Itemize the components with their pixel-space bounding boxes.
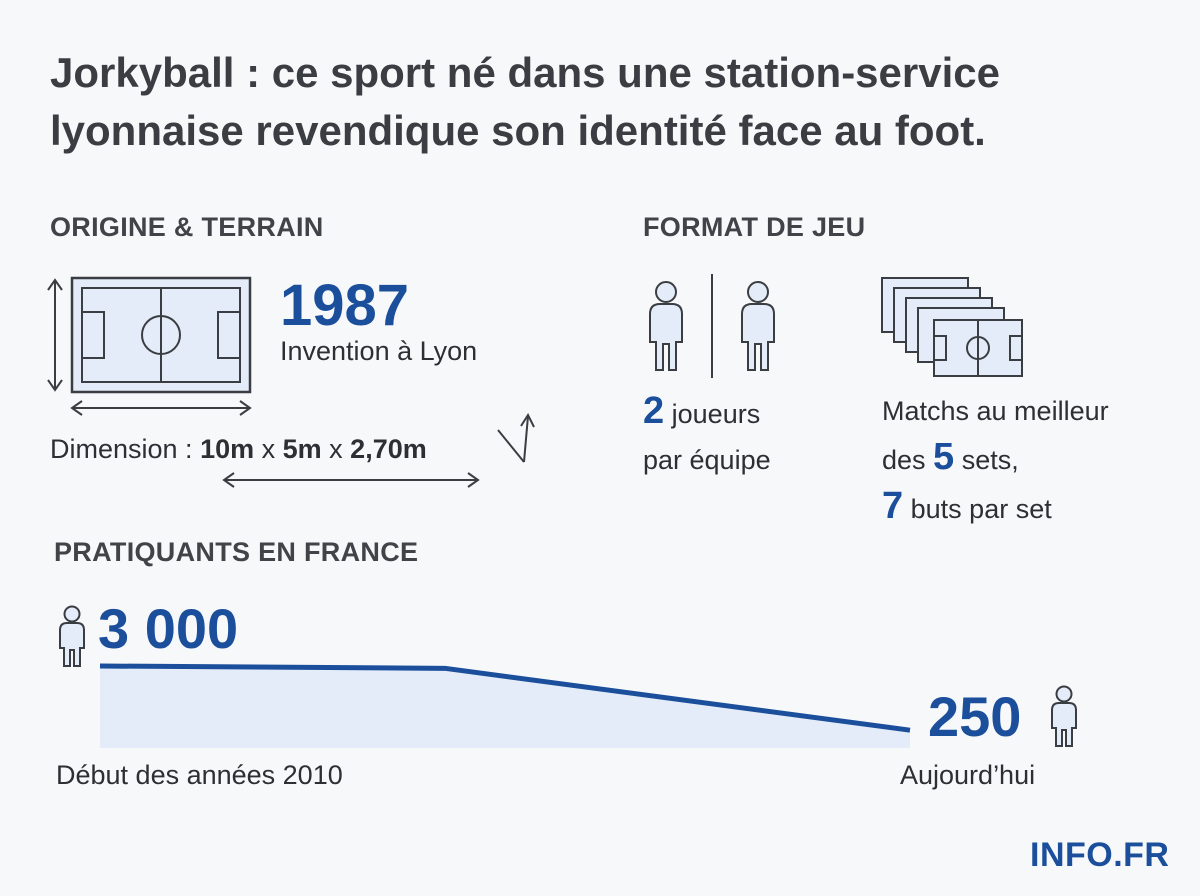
practitioners-line xyxy=(99,663,911,733)
dimension-height: 2,70m xyxy=(350,434,427,464)
goals-number: 7 xyxy=(882,485,904,527)
players-text-1: joueurs xyxy=(664,399,761,429)
dimension-label: Dimension : xyxy=(50,434,201,464)
players-icon xyxy=(649,274,775,378)
person-icon xyxy=(1051,685,1077,747)
practitioners-chart xyxy=(99,663,911,748)
person-icon xyxy=(649,281,683,371)
height-arrow-icon xyxy=(497,412,535,463)
dimension-text: Dimension : 10m x 5m x 2,70m xyxy=(50,434,427,465)
players-text: 2 joueurs par équipe xyxy=(643,388,771,483)
matches-text: Matchs au meilleur des 5 sets, 7 buts pa… xyxy=(882,388,1109,532)
format-heading: FORMAT DE JEU xyxy=(643,212,866,242)
field-icon xyxy=(47,276,252,416)
page-title: Jorkyball : ce sport né dans une station… xyxy=(50,49,1000,154)
matches-line-1: Matchs au meilleur xyxy=(882,396,1109,426)
person-icon xyxy=(59,605,85,667)
origin-year-caption: Invention à Lyon xyxy=(280,336,478,366)
practitioners-heading: PRATIQUANTS EN FRANCE xyxy=(54,537,419,567)
practitioners-start-label: Début des années 2010 xyxy=(56,760,343,790)
matches-sets-text: sets, xyxy=(954,445,1019,475)
matches-des: des xyxy=(882,445,934,475)
goals-text: buts par set xyxy=(903,494,1052,524)
brand-logo: INFO.FR xyxy=(1030,836,1170,874)
width-arrow-icon xyxy=(222,472,480,488)
dimension-sep-2: x xyxy=(321,434,351,464)
practitioners-end-label: Aujourd’hui xyxy=(900,760,1036,790)
sets-stack-icon xyxy=(881,277,1023,377)
dimension-sep-1: x xyxy=(254,434,283,464)
players-text-2: par équipe xyxy=(643,445,771,475)
origin-year: 1987 xyxy=(280,273,410,338)
dimension-width: 5m xyxy=(282,434,322,464)
practitioners-start-value: 3 000 xyxy=(98,597,239,660)
players-number: 2 xyxy=(643,390,665,432)
practitioners-area xyxy=(100,666,910,748)
origin-heading: ORIGINE & TERRAIN xyxy=(50,212,324,242)
dimension-length: 10m xyxy=(200,434,255,464)
matches-sets-number: 5 xyxy=(933,436,955,478)
person-icon xyxy=(741,281,775,371)
practitioners-end-value: 250 xyxy=(928,685,1022,748)
